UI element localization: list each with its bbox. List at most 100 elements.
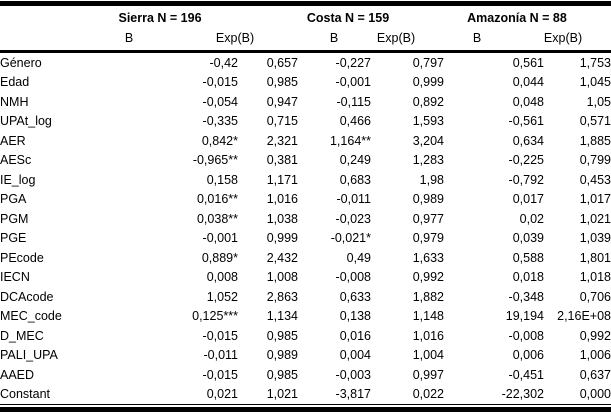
row-label: PALI_UPA <box>0 348 58 363</box>
value-cell: 0,985 <box>266 75 298 90</box>
table-row: MEC_code 0,125*** 1,134 0,138 1,148 19,194 2,1… <box>0 307 611 327</box>
row-label: AAED <box>0 367 35 382</box>
value-cell: 0,158 <box>206 172 238 187</box>
value-cell: 1,885 <box>579 133 611 148</box>
value-cell: 0,018 <box>512 270 544 285</box>
table-row: AESc -0,965** 0,381 0,249 1,283 -0,225 0,799 <box>0 151 611 171</box>
value-cell: 0,048 <box>512 94 544 109</box>
table-row: PALI_UPA -0,011 0,989 0,004 1,004 0,006 1,006 <box>0 346 611 366</box>
value-cell: 0,999 <box>412 75 444 90</box>
value-cell: 0,249 <box>339 153 371 168</box>
value-cell: -0,023 <box>335 211 371 226</box>
row-label: PGM <box>0 211 29 226</box>
value-cell: 1,882 <box>412 289 444 304</box>
value-cell: -0,001 <box>335 75 371 90</box>
value-cell: 0,634 <box>512 133 544 148</box>
value-cell: -22,302 <box>501 387 544 402</box>
table-row: PGM 0,038** 1,038 -0,023 0,977 0,02 1,021 <box>0 209 611 229</box>
value-cell: -0,451 <box>508 367 544 382</box>
value-cell: 0,799 <box>579 153 611 168</box>
value-cell: -0,011 <box>203 348 238 363</box>
value-cell: 1,021 <box>266 387 298 402</box>
value-cell: 0,683 <box>339 172 371 187</box>
value-cell: 1,134 <box>266 309 298 324</box>
row-label: Edad <box>0 75 30 90</box>
value-cell: 1,753 <box>579 55 611 70</box>
table-body: Género -0,42 0,657 -0,227 0,797 0,561 1,753 Eda… <box>0 53 611 404</box>
value-cell: -0,008 <box>508 328 544 343</box>
row-label: DCAcode <box>0 289 54 304</box>
value-cell: 0,021 <box>206 387 238 402</box>
value-cell: 1,98 <box>419 172 444 187</box>
table-row: Género -0,42 0,657 -0,227 0,797 0,561 1,753 <box>0 53 611 73</box>
row-label: AESc <box>0 153 32 168</box>
value-cell: 1,171 <box>266 172 298 187</box>
table-row: IECN 0,008 1,008 -0,008 0,992 0,018 1,018 <box>0 268 611 288</box>
value-cell: -0,011 <box>336 192 371 207</box>
value-cell: 2,863 <box>266 289 298 304</box>
value-cell: 2,432 <box>266 250 298 265</box>
regression-table: Género -0,42 0,657 -0,227 0,797 0,561 1,753 Eda… <box>0 53 611 404</box>
value-cell: -0,054 <box>202 94 238 109</box>
value-cell: 1,039 <box>579 231 611 246</box>
value-cell: -0,335 <box>202 114 238 129</box>
value-cell: 1,018 <box>579 270 611 285</box>
table-row: AAED -0,015 0,985 -0,003 0,997 -0,451 0,637 <box>0 365 611 385</box>
value-cell: 0,985 <box>266 367 298 382</box>
value-cell: 0,016** <box>196 192 238 207</box>
value-cell: 0,999 <box>266 231 298 246</box>
top-rule <box>0 1 611 6</box>
table-row: DCAcode 1,052 2,863 0,633 1,882 -0,348 0,706 <box>0 287 611 307</box>
value-cell: 0,561 <box>512 55 544 70</box>
value-cell: 19,194 <box>505 309 544 324</box>
value-cell: 0,715 <box>266 114 298 129</box>
table-row: NMH -0,054 0,947 -0,115 0,892 0,048 1,05 <box>0 92 611 112</box>
value-cell: 0,989 <box>266 348 298 363</box>
value-cell: -0,001 <box>202 231 238 246</box>
row-label: AER <box>0 133 26 148</box>
value-cell: 0,381 <box>266 153 298 168</box>
bottom-thick-rule <box>0 407 611 412</box>
value-cell: 1,801 <box>579 250 611 265</box>
value-cell: -0,115 <box>336 94 371 109</box>
value-cell: 0,016 <box>339 328 371 343</box>
row-label: IE_log <box>0 172 36 187</box>
value-cell: -0,561 <box>508 114 544 129</box>
row-label: D_MEC <box>0 328 44 343</box>
value-cell: -0,225 <box>508 153 544 168</box>
value-cell: 0,892 <box>412 94 444 109</box>
table-header: Sierra N = 196 Costa N = 159 Amazonía N … <box>0 6 611 53</box>
value-cell: 0,008 <box>206 270 238 285</box>
table-row: PGE -0,001 0,999 -0,021* 0,979 0,039 1,039 <box>0 229 611 249</box>
subheader-amazonia-b: B <box>472 31 482 45</box>
value-cell: -3,817 <box>335 387 371 402</box>
row-label: PGA <box>0 192 27 207</box>
row-label: PGE <box>0 231 27 246</box>
value-cell: 0,997 <box>412 367 444 382</box>
value-cell: 0,977 <box>412 211 444 226</box>
table-row: PEcode 0,889* 2,432 0,49 1,633 0,588 1,801 <box>0 248 611 268</box>
value-cell: 1,017 <box>579 192 611 207</box>
value-cell: 0,49 <box>346 250 371 265</box>
value-cell: -0,003 <box>335 367 371 382</box>
value-cell: -0,965** <box>192 153 238 168</box>
value-cell: -0,008 <box>335 270 371 285</box>
row-label: IECN <box>0 270 30 285</box>
value-cell: 0,657 <box>266 55 298 70</box>
value-cell: 1,006 <box>579 348 611 363</box>
value-cell: 0,017 <box>512 192 544 207</box>
value-cell: 1,148 <box>412 309 444 324</box>
value-cell: 1,045 <box>579 75 611 90</box>
row-label: MEC_code <box>0 309 62 324</box>
value-cell: 2,16E+08 <box>557 309 611 324</box>
value-cell: 0,125*** <box>192 309 238 324</box>
value-cell: 0,000 <box>579 387 611 402</box>
value-cell: 0,797 <box>412 55 444 70</box>
subheader-costa-b: B <box>329 31 339 45</box>
row-label: PEcode <box>0 250 44 265</box>
row-label: Género <box>0 55 42 70</box>
value-cell: -0,792 <box>508 172 544 187</box>
value-cell: -0,348 <box>508 289 544 304</box>
value-cell: 3,204 <box>412 133 444 148</box>
